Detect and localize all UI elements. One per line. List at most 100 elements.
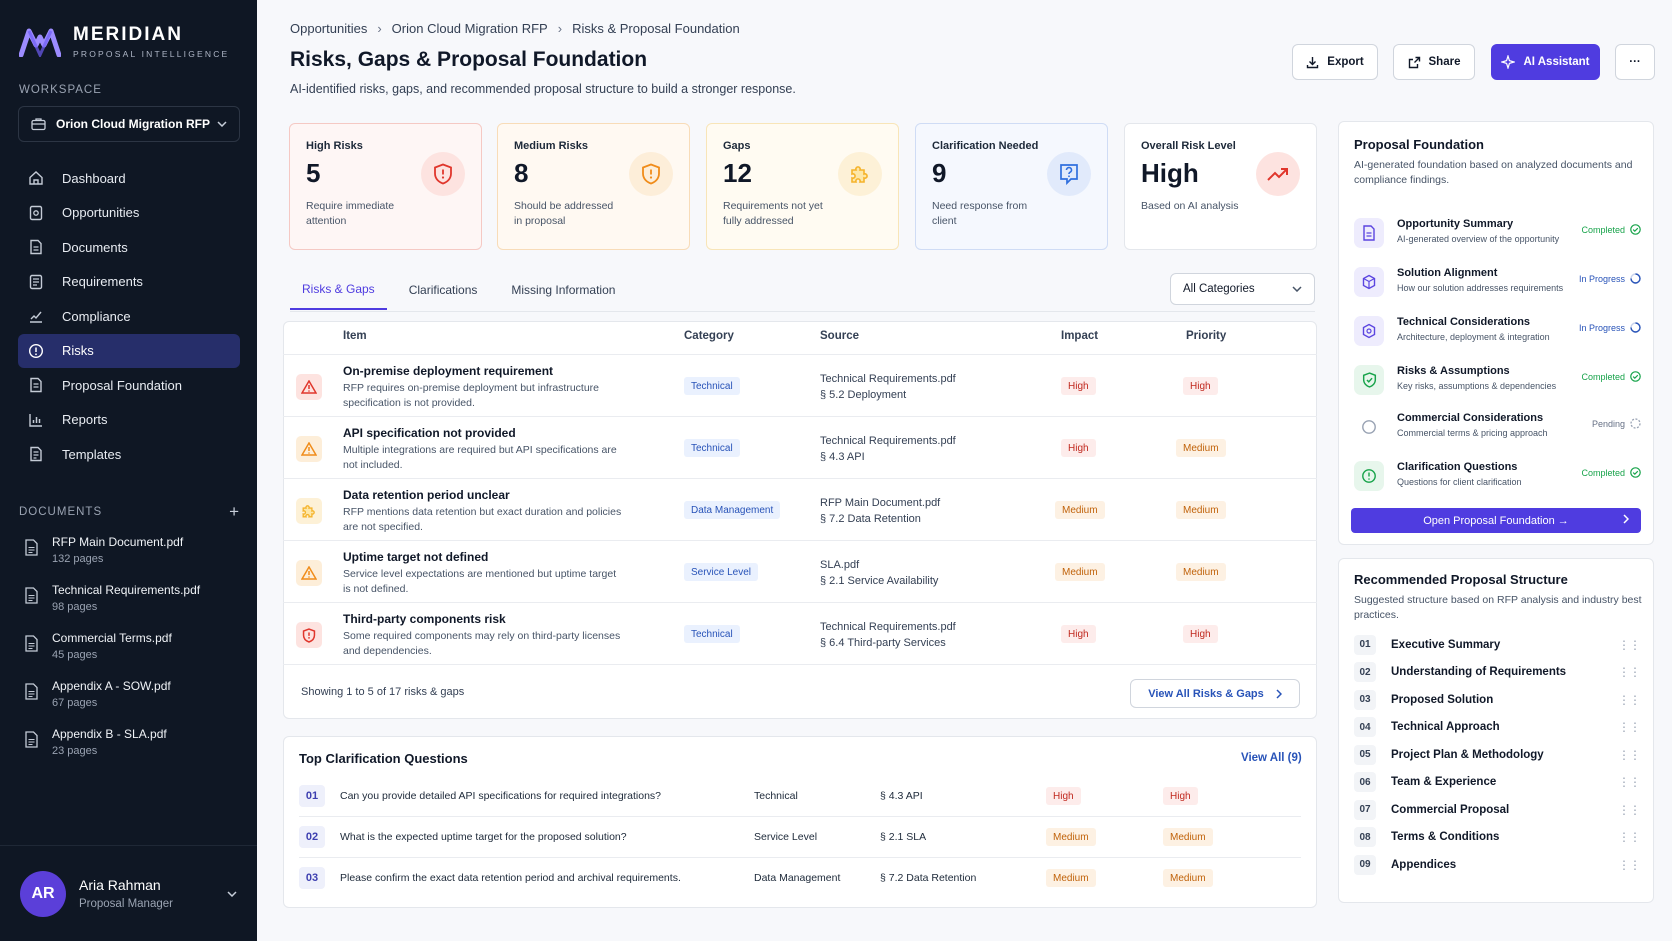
table-row[interactable]: API specification not provided Multiple … (283, 416, 1317, 478)
category-badge: Technical (684, 625, 740, 643)
brand[interactable]: MERIDIAN PROPOSAL INTELLIGENCE (19, 24, 229, 59)
foundation-item-name: Solution Alignment (1397, 267, 1498, 279)
structure-item[interactable]: 08 Terms & Conditions ⋮⋮ (1354, 824, 1641, 852)
status-label: In Progress (1578, 273, 1625, 284)
share-button[interactable]: Share (1393, 44, 1475, 80)
user-role: Proposal Manager (79, 898, 173, 910)
sidebar-item-templates[interactable]: Templates (18, 437, 240, 472)
tab-missing-information[interactable]: Missing Information (511, 283, 616, 297)
category-filter[interactable]: All Categories (1170, 273, 1315, 305)
sidebar-item-requirements[interactable]: Requirements (18, 265, 240, 300)
sidebar-item-reports[interactable]: Reports (18, 403, 240, 438)
foundation-item[interactable]: Risks & Assumptions Key risks, assumptio… (1350, 359, 1646, 408)
table-row[interactable]: Uptime target not defined Service level … (283, 540, 1317, 602)
table-row[interactable]: Third-party components risk Some require… (283, 602, 1317, 664)
foundation-item[interactable]: Solution Alignment How our solution addr… (1350, 261, 1646, 310)
table-row[interactable]: Data retention period unclear RFP mentio… (283, 478, 1317, 540)
column-header-impact: Impact (1061, 330, 1099, 342)
row-title: API specification not provided (343, 426, 516, 440)
export-label: Export (1327, 56, 1364, 68)
stat-card-medium-risks[interactable]: Medium Risks 8 Should be addressed in pr… (497, 123, 690, 250)
open-proposal-foundation-button[interactable]: Open Proposal Foundation → (1351, 508, 1641, 533)
document-name: RFP Main Document.pdf (52, 535, 184, 549)
sidebar-item-compliance[interactable]: Compliance (18, 299, 240, 334)
chevron-right-icon: › (557, 21, 563, 36)
sidebar-item-dashboard[interactable]: Dashboard (18, 161, 240, 196)
sidebar-item-proposal-foundation[interactable]: Proposal Foundation (18, 368, 240, 403)
structure-label: Executive Summary (1391, 638, 1501, 651)
drag-handle-icon[interactable]: ⋮⋮ (1618, 857, 1641, 872)
stat-card-high-risks[interactable]: High Risks 5 Require immediate attention (289, 123, 482, 250)
drag-handle-icon[interactable]: ⋮⋮ (1618, 720, 1641, 735)
document-item[interactable]: Technical Requirements.pdf 98 pages (24, 583, 240, 631)
drag-handle-icon[interactable]: ⋮⋮ (1618, 747, 1641, 762)
breadcrumb-item[interactable]: Orion Cloud Migration RFP (391, 21, 548, 36)
structure-item[interactable]: 03 Proposed Solution ⋮⋮ (1354, 686, 1641, 714)
view-all-clarifications-link[interactable]: View All (9) (1241, 752, 1302, 764)
clarification-row[interactable]: 03 Please confirm the exact data retenti… (299, 858, 1301, 899)
document-item[interactable]: Appendix B - SLA.pdf 23 pages (24, 727, 240, 775)
structure-item[interactable]: 09 Appendices ⋮⋮ (1354, 851, 1641, 879)
row-description: RFP mentions data retention but exact du… (343, 506, 622, 533)
status-badge: In Progress (1579, 273, 1641, 284)
drag-handle-icon[interactable]: ⋮⋮ (1618, 665, 1641, 680)
drag-handle-icon[interactable]: ⋮⋮ (1618, 830, 1641, 845)
sidebar-item-documents[interactable]: Documents (18, 230, 240, 265)
share-icon (1408, 56, 1421, 69)
document-item[interactable]: Commercial Terms.pdf 45 pages (24, 631, 240, 679)
structure-item[interactable]: 02 Understanding of Requirements ⋮⋮ (1354, 659, 1641, 687)
priority-badge: Medium (1163, 869, 1213, 887)
layers-icon (28, 377, 46, 393)
structure-item[interactable]: 04 Technical Approach ⋮⋮ (1354, 714, 1641, 742)
document-item[interactable]: RFP Main Document.pdf 132 pages (24, 535, 240, 583)
clarification-row[interactable]: 02 What is the expected uptime target fo… (299, 817, 1301, 858)
file-icon (24, 587, 39, 604)
file-icon (24, 635, 39, 652)
sidebar-item-opportunities[interactable]: Opportunities (18, 196, 240, 231)
tab-clarifications[interactable]: Clarifications (408, 283, 478, 297)
question-number: 01 (299, 785, 325, 807)
drag-handle-icon[interactable]: ⋮⋮ (1618, 637, 1641, 652)
sidebar-item-risks[interactable]: Risks (18, 333, 240, 368)
status-badge: Completed (1581, 371, 1641, 382)
add-document-button[interactable]: + (229, 502, 239, 521)
foundation-item[interactable]: Commercial Considerations Commercial ter… (1350, 406, 1646, 455)
structure-item[interactable]: 01 Executive Summary ⋮⋮ (1354, 631, 1641, 659)
clarification-row[interactable]: 01 Can you provide detailed API specific… (299, 776, 1301, 817)
brand-name: MERIDIAN (73, 24, 183, 45)
row-source: SLA.pdf § 2.1 Service Availability (820, 557, 938, 589)
drag-handle-icon[interactable]: ⋮⋮ (1618, 802, 1641, 817)
avatar: AR (20, 870, 66, 917)
drag-handle-icon[interactable]: ⋮⋮ (1618, 775, 1641, 790)
tab-risks-gaps[interactable]: Risks & Gaps (290, 270, 387, 310)
user-menu[interactable]: AR Aria Rahman Proposal Manager (0, 845, 257, 941)
sidebar-item-label: Requirements (62, 274, 143, 290)
document-name: Appendix A - SOW.pdf (52, 679, 171, 693)
impact-badge: Medium (1055, 501, 1105, 519)
stat-card-clarification[interactable]: Clarification Needed 9 Need response fro… (915, 123, 1108, 250)
foundation-item[interactable]: Clarification Questions Questions for cl… (1350, 455, 1646, 504)
table-row[interactable]: On-premise deployment requirement RFP re… (283, 354, 1317, 416)
more-options-button[interactable]: ··· (1615, 44, 1655, 80)
stat-card-overall-risk[interactable]: Overall Risk Level High Based on AI anal… (1124, 123, 1317, 250)
structure-item[interactable]: 06 Team & Experience ⋮⋮ (1354, 769, 1641, 797)
chevron-right-icon (1623, 514, 1629, 524)
structure-item[interactable]: 05 Project Plan & Methodology ⋮⋮ (1354, 741, 1641, 769)
export-button[interactable]: Export (1292, 44, 1378, 80)
stat-desc: Require immediate attention (306, 200, 395, 227)
drag-handle-icon[interactable]: ⋮⋮ (1618, 692, 1641, 707)
row-description: RFP requires on-premise deployment but i… (343, 382, 600, 409)
document-item[interactable]: Appendix A - SOW.pdf 67 pages (24, 679, 240, 727)
cpu-icon (1354, 316, 1384, 346)
workspace-select[interactable]: Orion Cloud Migration RFP (18, 106, 240, 142)
recommended-structure-desc: Suggested structure based on RFP analysi… (1354, 594, 1642, 621)
foundation-item[interactable]: Technical Considerations Architecture, d… (1350, 310, 1646, 359)
structure-number: 09 (1354, 854, 1376, 875)
stat-card-gaps[interactable]: Gaps 12 Requirements not yet fully addre… (706, 123, 899, 250)
breadcrumb-item[interactable]: Opportunities (290, 21, 368, 36)
foundation-item[interactable]: Opportunity Summary AI-generated overvie… (1350, 212, 1646, 261)
structure-label: Project Plan & Methodology (1391, 748, 1544, 761)
structure-item[interactable]: 07 Commercial Proposal ⋮⋮ (1354, 796, 1641, 824)
view-all-risks-button[interactable]: View All Risks & Gaps (1130, 679, 1300, 708)
ai-assistant-button[interactable]: AI Assistant (1491, 44, 1600, 80)
